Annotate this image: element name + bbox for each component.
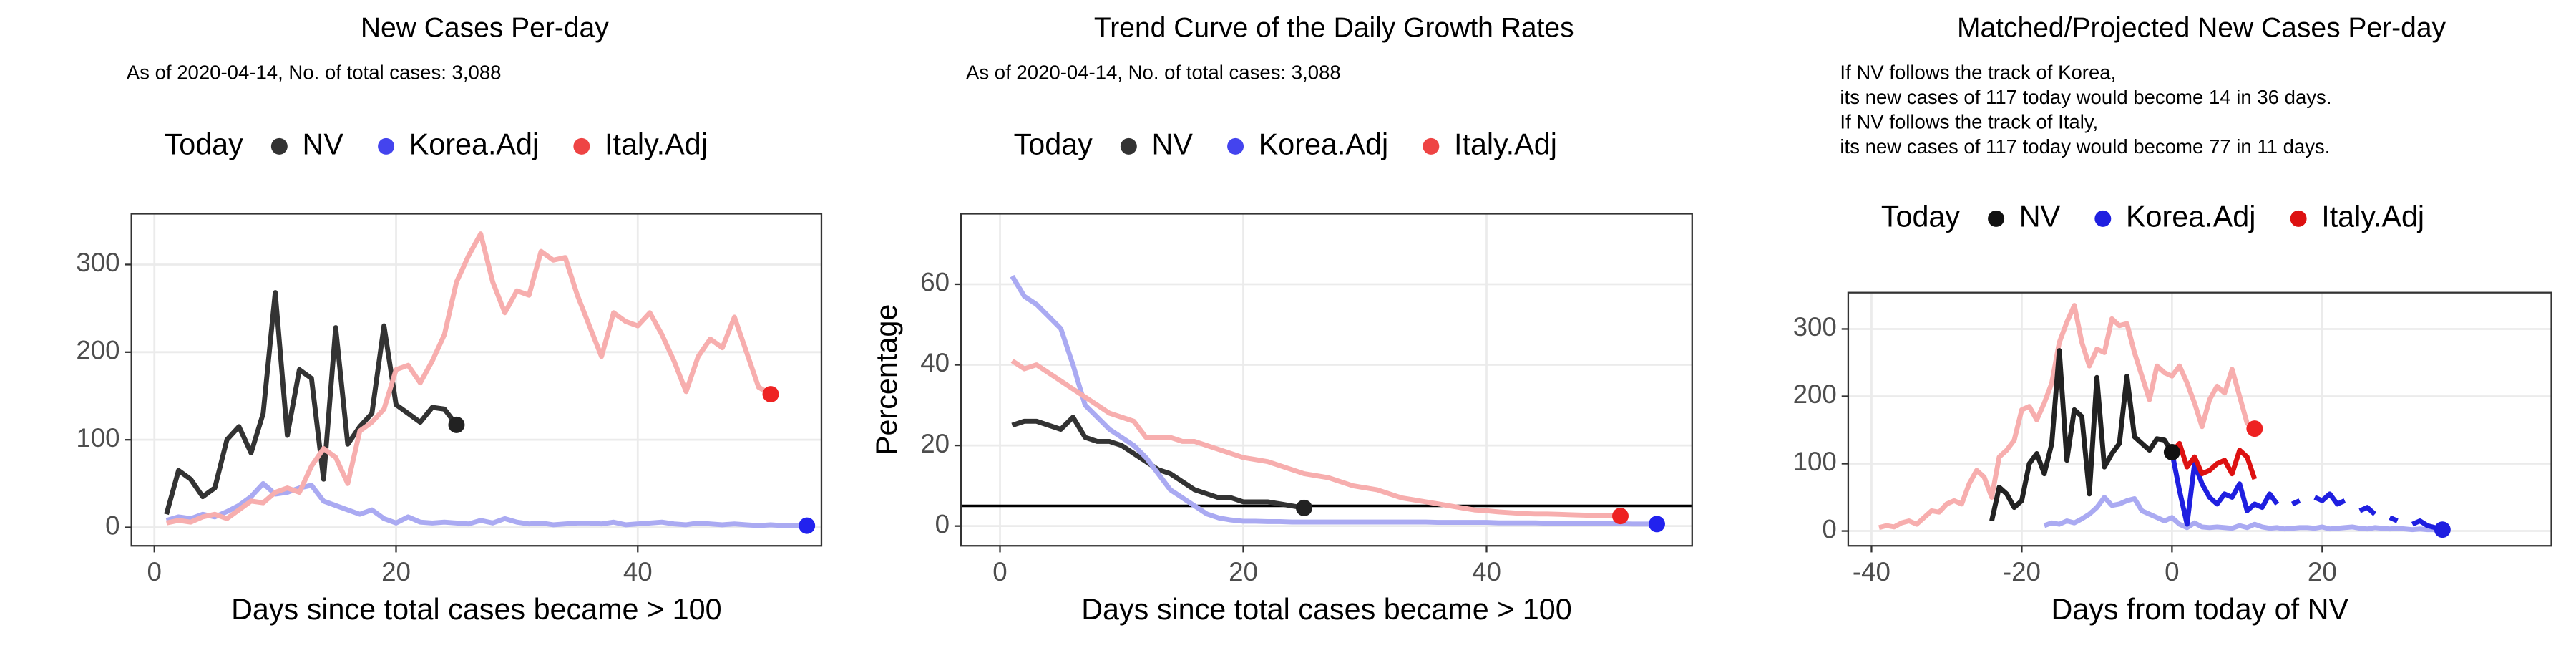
subtitle: If NV follows the track of Korea,: [1840, 62, 2116, 84]
plot-background: [961, 213, 1692, 546]
plot-background: [131, 213, 821, 546]
series-line: [165, 231, 772, 526]
y-tick-label: 0: [105, 511, 119, 540]
subtitle: its new cases of 117 today would become …: [1840, 86, 2331, 108]
legend-swatch: [2094, 210, 2112, 227]
y-tick-label: 0: [1822, 514, 1836, 543]
y-tick-label: 200: [1793, 379, 1837, 409]
x-tick-label: 40: [1472, 557, 1501, 586]
legend-label: Italy.Adj: [605, 127, 708, 160]
legend-swatch: [1227, 137, 1244, 155]
y-tick-label: 300: [1793, 312, 1837, 342]
chart-title: Matched/Projected New Cases Per-day: [1957, 13, 2446, 44]
plot-border: [130, 213, 823, 547]
legend-label: Italy.Adj: [2321, 200, 2424, 233]
x-tick-label: 20: [381, 557, 411, 586]
x-tick-label: 0: [147, 557, 162, 586]
series-line: [2043, 495, 2443, 533]
legend-label: Korea.Adj: [2126, 200, 2255, 233]
series-line: [1010, 359, 1621, 519]
legend-title: Today: [1881, 200, 1961, 233]
x-tick-label: -40: [1853, 557, 1890, 586]
legend-swatch: [1988, 210, 2005, 227]
series-line: [164, 290, 459, 516]
subtitle: If NV follows the track of Italy,: [1840, 110, 2098, 132]
legend-label: Italy.Adj: [1454, 127, 1557, 160]
chart-title: New Cases Per-day: [361, 13, 609, 44]
y-tick-label: 0: [935, 509, 950, 538]
legend-swatch: [573, 137, 590, 155]
legend-label: NV: [302, 127, 343, 160]
y-tick-label: 100: [76, 423, 119, 453]
end-marker: [1649, 516, 1665, 533]
y-tick-label: 200: [76, 336, 119, 365]
subtitle: its new cases of 117 today would become …: [1840, 135, 2330, 158]
x-axis-title: Days since total cases became > 100: [231, 593, 721, 626]
y-tick-label: 60: [920, 268, 950, 297]
legend-label: Korea.Adj: [1259, 127, 1388, 160]
x-tick-label: 0: [992, 557, 1007, 586]
end-marker: [2434, 521, 2451, 538]
y-tick-label: 20: [920, 429, 950, 458]
end-marker: [762, 386, 779, 403]
plot-border: [960, 213, 1693, 547]
subtitle: As of 2020-04-14, No. of total cases: 3,…: [966, 62, 1341, 84]
legend-label: NV: [2019, 200, 2061, 233]
y-tick-label: 40: [920, 348, 950, 377]
y-tick-label: 100: [1793, 447, 1837, 476]
legend-swatch: [1423, 137, 1440, 155]
end-marker: [2246, 420, 2263, 437]
x-tick-label: 0: [2165, 557, 2179, 586]
chart-title: Trend Curve of the Daily Growth Rates: [1094, 13, 1574, 44]
end-marker: [799, 517, 816, 534]
end-marker: [1612, 508, 1629, 525]
series-line: [2170, 440, 2258, 480]
series-line: [1989, 348, 2175, 522]
end-marker: [1296, 499, 1312, 516]
x-tick-label: 20: [2308, 557, 2337, 586]
y-tick-label: 300: [76, 248, 119, 277]
legend-swatch: [1120, 137, 1137, 155]
x-tick-label: 40: [623, 557, 653, 586]
legend-title: Today: [1014, 127, 1093, 160]
legend-swatch: [378, 137, 395, 155]
y-axis-title: Percentage: [870, 304, 903, 455]
x-tick-label: 20: [1229, 557, 1258, 586]
series-line: [1878, 303, 2256, 531]
legend-label: Korea.Adj: [409, 127, 539, 160]
x-axis-title: Days from today of NV: [2051, 593, 2348, 626]
series-line: [1010, 274, 1657, 527]
plot-border: [1847, 291, 2552, 547]
x-axis-title: Days since total cases became > 100: [1081, 593, 1571, 626]
subtitle: As of 2020-04-14, No. of total cases: 3,…: [127, 62, 502, 84]
end-marker: [2163, 444, 2180, 461]
legend-swatch: [2290, 210, 2307, 227]
legend-title: Today: [165, 127, 244, 160]
end-marker: [448, 416, 465, 433]
legend-swatch: [270, 137, 288, 155]
series-line: [2170, 451, 2444, 533]
legend-label: NV: [1151, 127, 1193, 160]
x-tick-label: -20: [2003, 557, 2041, 586]
